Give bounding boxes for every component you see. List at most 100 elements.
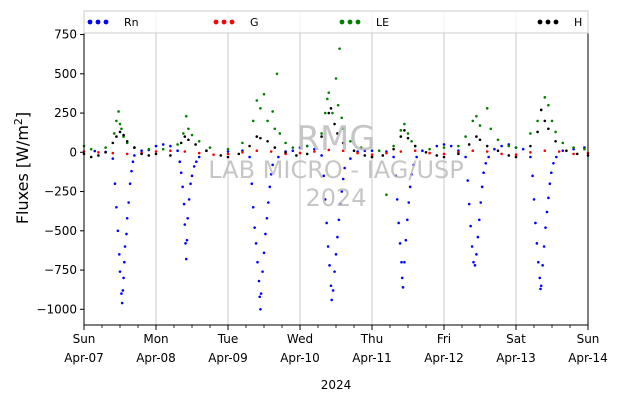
point-g-24	[428, 151, 431, 155]
point-rn-63	[271, 163, 274, 167]
point-g-13	[269, 150, 273, 153]
point-rn-115	[467, 202, 471, 206]
point-rn-10	[120, 301, 124, 305]
point-rn-85	[341, 177, 345, 181]
point-rn-137	[535, 242, 539, 245]
point-h-34	[336, 132, 339, 135]
point-le-4	[115, 119, 118, 123]
point-g-19	[356, 151, 359, 155]
point-g-9	[212, 153, 215, 156]
point-rn-3	[111, 157, 115, 160]
point-le-21	[241, 141, 244, 145]
point-rn-94	[395, 198, 399, 201]
point-h-39	[381, 154, 385, 157]
point-h-11	[147, 154, 151, 157]
point-rn-69	[313, 147, 316, 151]
legend: Rn G LE H	[83, 10, 589, 34]
point-h-5	[115, 135, 118, 138]
point-rn-44	[226, 150, 230, 153]
x-tick-date-2: Apr-09	[208, 351, 248, 365]
point-rn-38	[189, 182, 192, 185]
point-le-64	[496, 138, 500, 142]
point-rn-42	[197, 155, 201, 159]
legend-marker-le-2	[355, 19, 361, 25]
point-le-12	[161, 147, 165, 151]
point-g-21	[385, 151, 388, 155]
point-h-16	[187, 138, 190, 142]
point-rn-25	[161, 143, 165, 146]
point-le-70	[543, 96, 547, 99]
x-axis: Sun Apr-07 Mon Apr-08 Tue Apr-09 Wed Apr-10 Thu A…	[64, 325, 608, 365]
point-le-29	[275, 72, 279, 76]
point-le-6	[118, 122, 122, 126]
point-rn-122	[477, 218, 481, 222]
x-tick-day-2: Tue	[217, 332, 239, 346]
point-h-10	[140, 152, 143, 156]
point-rn-54	[259, 308, 262, 311]
point-g-7	[183, 150, 187, 153]
point-rn-31	[182, 202, 186, 206]
point-rn-1	[93, 149, 97, 153]
series-h	[82, 107, 590, 159]
point-le-71	[547, 103, 550, 107]
point-rn-36	[186, 216, 189, 220]
point-rn-120	[475, 253, 478, 256]
point-g-23	[413, 149, 417, 153]
point-g-8	[197, 151, 201, 155]
point-le-15	[184, 114, 188, 118]
point-rn-80	[334, 253, 338, 256]
point-rn-150	[555, 155, 558, 159]
point-le-41	[338, 47, 341, 50]
point-h-60	[547, 127, 550, 131]
point-le-16	[187, 127, 190, 131]
point-rn-126	[484, 161, 488, 165]
point-h-6	[118, 130, 122, 134]
point-rn-78	[331, 289, 335, 292]
point-g-11	[241, 151, 244, 154]
point-h-12	[154, 152, 158, 156]
grid-lines	[155, 11, 517, 325]
point-h-2	[97, 154, 100, 157]
watermark-line-2: LAB MICRO - IAG/USP	[208, 156, 464, 184]
point-le-49	[392, 144, 395, 148]
point-rn-93	[394, 174, 398, 178]
watermark-line-1: RMG	[296, 119, 375, 159]
x-tick-date-4: Apr-11	[352, 351, 392, 365]
point-le-40	[336, 103, 340, 107]
point-h-61	[554, 140, 557, 143]
point-h-15	[183, 135, 187, 138]
point-le-57	[457, 144, 460, 148]
legend-marker-h-2	[553, 19, 559, 25]
point-rn-46	[248, 155, 251, 159]
point-rn-34	[184, 257, 188, 261]
point-h-22	[248, 144, 251, 148]
point-g-20	[370, 153, 374, 156]
point-h-43	[406, 136, 410, 140]
x-tick-day-5: Fri	[437, 332, 451, 346]
point-rn-77	[330, 298, 333, 302]
legend-item-g: G	[213, 16, 259, 29]
point-rn-138	[537, 260, 540, 264]
point-le-51	[403, 122, 406, 126]
x-tick-date-3: Apr-10	[280, 351, 320, 365]
point-rn-119	[473, 264, 477, 267]
legend-box	[83, 10, 589, 34]
point-h-31	[327, 111, 331, 115]
point-rn-48	[251, 205, 255, 209]
point-g-5	[154, 150, 158, 153]
point-h-8	[125, 140, 129, 143]
point-le-76	[583, 147, 586, 151]
point-h-59	[543, 119, 547, 123]
point-le-34	[320, 132, 323, 135]
point-h-23	[255, 135, 259, 138]
point-le-19	[208, 146, 212, 149]
legend-marker-rn-2	[103, 19, 109, 25]
point-rn-103	[407, 201, 411, 204]
point-rn-147	[548, 182, 552, 185]
point-h-32	[329, 107, 333, 110]
point-rn-101	[404, 238, 408, 242]
point-rn-139	[538, 276, 542, 280]
y-tick-label-3: 0	[69, 145, 77, 159]
point-h-46	[435, 154, 439, 157]
point-h-55	[514, 155, 518, 159]
